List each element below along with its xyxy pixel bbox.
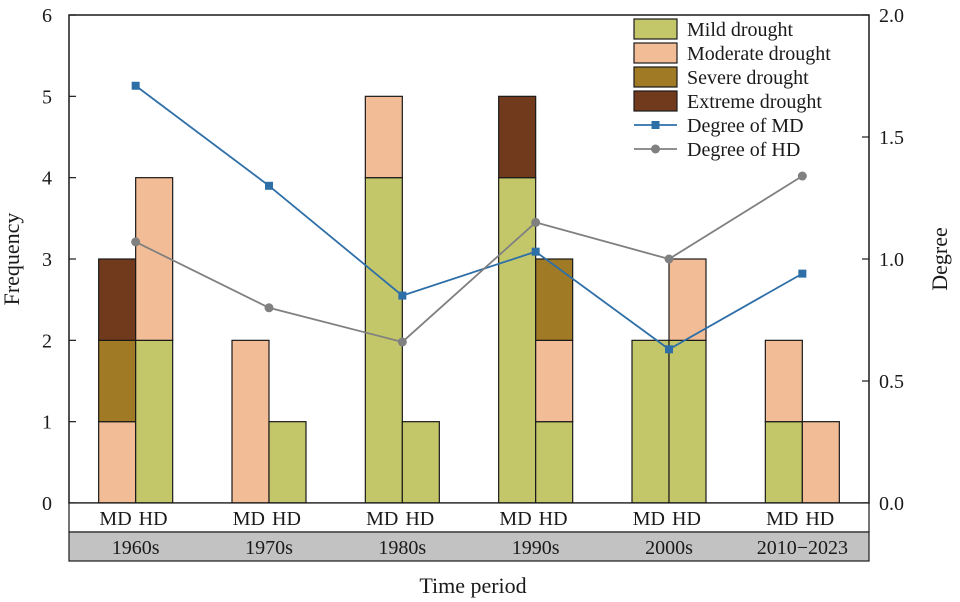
legend-swatch-2 [633, 42, 678, 64]
group-label-hd-5: HD [672, 508, 701, 530]
bar-hd-4-series-3 [535, 258, 574, 341]
point-md-degree-6 [798, 269, 807, 278]
group-label-md-4: MD [499, 508, 531, 530]
point-md-degree-4 [531, 247, 540, 256]
legend-marker-2 [651, 144, 660, 154]
period-label-2: 1970s [245, 537, 293, 559]
bar-hd-1-series-2 [135, 177, 174, 341]
group-label-md-6: MD [766, 508, 798, 530]
period-label-3: 1980s [378, 537, 426, 559]
point-hd-degree-5 [664, 254, 674, 264]
group-label-hd-4: HD [539, 508, 568, 530]
legend-swatch-3 [633, 66, 678, 88]
group-label-hd-3: HD [405, 508, 434, 530]
bar-hd-4-series-2 [535, 339, 574, 423]
group-label-hd-1: HD [139, 508, 168, 530]
legend-label-1: Mild drought [687, 19, 794, 41]
right-tick-label-3: 1.0 [879, 249, 904, 271]
right-tick-label-4: 1.5 [879, 127, 904, 149]
left-tick-label-3: 2 [42, 330, 52, 352]
left-tick-label-5: 4 [42, 168, 52, 190]
period-label-row [68, 531, 870, 562]
left-tick-label-6: 5 [42, 86, 52, 108]
point-md-degree-1 [131, 81, 140, 90]
bar-md-1-series-3 [98, 339, 137, 423]
period-label-4: 1990s [512, 537, 560, 559]
bar-md-6-series-1 [764, 421, 803, 504]
group-label-md-2: MD [233, 508, 265, 530]
legend-label-6: Degree of HD [687, 139, 800, 161]
left-tick-label-7: 6 [42, 5, 52, 27]
line-hd-degree [135, 175, 803, 343]
left-axis-title: Frequency [0, 213, 24, 306]
bar-md-6-series-2 [764, 339, 803, 423]
bar-hd-2-series-1 [268, 421, 307, 504]
group-label-hd-2: HD [272, 508, 301, 530]
period-label-1: 1960s [112, 537, 160, 559]
legend-marker-1 [651, 121, 660, 129]
bar-md-1-series-4 [98, 258, 137, 341]
bar-hd-3-series-1 [401, 421, 440, 504]
group-label-md-5: MD [633, 508, 665, 530]
period-label-6: 2010−2023 [757, 537, 848, 559]
bar-md-2-series-2 [231, 339, 270, 504]
line-md-degree [135, 85, 803, 351]
left-tick-label-4: 3 [42, 249, 52, 271]
point-md-degree-3 [398, 291, 407, 300]
group-label-hd-6: HD [805, 508, 834, 530]
legend-label-4: Extreme drought [687, 91, 822, 113]
legend-swatch-1 [633, 18, 678, 40]
point-md-degree-5 [665, 345, 673, 354]
right-tick-label-1: 0.0 [879, 493, 904, 515]
bar-hd-1-series-1 [135, 339, 174, 504]
point-md-degree-2 [265, 181, 273, 190]
bar-hd-4-series-1 [535, 421, 574, 504]
point-hd-degree-3 [397, 337, 407, 347]
bar-hd-6-series-2 [801, 421, 840, 504]
point-hd-degree-2 [264, 303, 274, 313]
x-axis-title: Time period [419, 573, 526, 598]
period-label-5: 2000s [645, 537, 693, 559]
bar-md-3-series-2 [364, 95, 403, 179]
legend-label-2: Moderate drought [687, 43, 831, 65]
right-tick-label-5: 2.0 [879, 5, 904, 27]
group-label-row [68, 502, 870, 533]
legend-swatch-4 [633, 90, 678, 112]
left-tick-label-2: 1 [42, 412, 52, 434]
bar-md-4-series-1 [498, 177, 537, 504]
point-hd-degree-1 [131, 237, 141, 247]
bar-hd-5-series-2 [668, 258, 707, 341]
legend-label-3: Severe drought [687, 67, 809, 89]
right-tick-label-2: 0.5 [879, 371, 904, 393]
group-label-md-3: MD [366, 508, 398, 530]
bar-md-5-series-1 [631, 339, 670, 504]
right-axis-title: Degree [927, 227, 952, 291]
bar-md-4-series-4 [498, 95, 537, 179]
point-hd-degree-4 [531, 217, 541, 227]
bar-md-1-series-2 [98, 421, 137, 504]
group-label-md-1: MD [99, 508, 131, 530]
bar-hd-5-series-1 [668, 339, 707, 504]
left-tick-label-1: 0 [42, 493, 52, 515]
legend-label-5: Degree of MD [687, 115, 804, 137]
point-hd-degree-6 [797, 171, 807, 181]
